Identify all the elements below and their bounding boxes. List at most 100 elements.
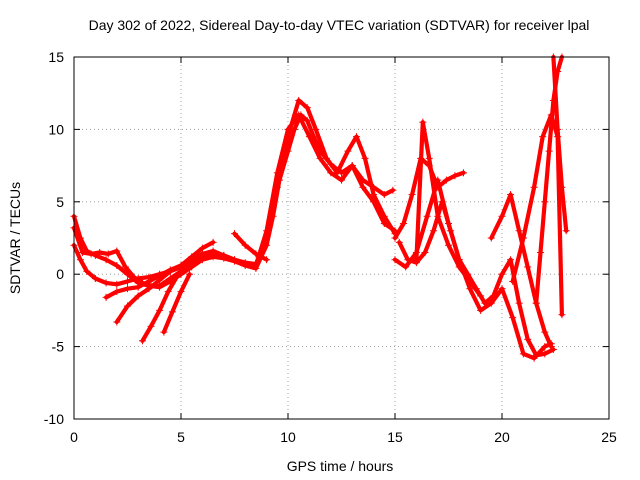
series-arc-16 — [551, 54, 569, 233]
data-point — [284, 125, 292, 133]
x-axis-label: GPS time / hours — [287, 458, 394, 474]
data-point — [498, 212, 506, 220]
data-point — [209, 250, 217, 258]
data-point — [442, 176, 450, 184]
data-point — [166, 275, 174, 283]
data-point — [263, 256, 271, 264]
x-tick-label: 0 — [70, 429, 78, 445]
data-point — [113, 280, 121, 288]
x-tick-label: 15 — [387, 429, 403, 445]
data-point — [303, 104, 311, 112]
data-point — [380, 191, 388, 199]
data-point — [186, 270, 194, 278]
data-point — [147, 322, 155, 330]
data-point — [327, 169, 335, 177]
data-point — [541, 350, 549, 358]
data-point — [400, 220, 408, 228]
data-point — [447, 227, 455, 235]
data-point — [344, 147, 352, 155]
series-arc-7 — [161, 272, 192, 335]
series-arc-10 — [392, 178, 554, 361]
data-point — [241, 260, 249, 268]
data-point — [524, 263, 532, 271]
data-point — [498, 270, 506, 278]
data-point — [380, 220, 388, 228]
y-axis-label: SDTVAR / TECUs — [7, 182, 23, 294]
data-point — [532, 351, 540, 359]
data-point — [113, 288, 121, 296]
data-point — [524, 335, 532, 343]
data-point — [338, 176, 345, 184]
series-arc-3 — [71, 112, 398, 287]
grid-lines — [74, 57, 609, 419]
data-point — [423, 212, 431, 220]
data-point — [459, 169, 467, 177]
data-point — [79, 248, 87, 256]
data-point — [91, 275, 99, 283]
data-point — [434, 176, 442, 184]
data-point — [156, 306, 164, 314]
y-tick-label: 10 — [48, 121, 64, 137]
data-point — [295, 111, 303, 119]
series-arc-6 — [140, 263, 188, 343]
data-point — [96, 248, 104, 256]
data-point — [352, 133, 360, 141]
data-point — [198, 250, 206, 258]
data-point — [519, 350, 527, 358]
data-point — [134, 275, 142, 283]
data-point — [404, 256, 412, 264]
data-point — [113, 247, 121, 255]
data-point — [263, 227, 271, 235]
data-point — [402, 263, 410, 271]
data-point — [537, 248, 545, 256]
data-point — [134, 283, 142, 291]
data-point — [558, 183, 566, 191]
data-point — [121, 263, 129, 271]
data-point — [438, 198, 446, 206]
y-tick-label: -5 — [52, 339, 65, 355]
data-point — [124, 285, 131, 293]
data-point — [445, 241, 452, 249]
data-point — [220, 251, 228, 259]
data-point — [519, 234, 527, 242]
data-point — [252, 250, 260, 258]
data-point — [487, 234, 495, 242]
data-point — [305, 133, 313, 141]
series-arc-5 — [103, 251, 205, 300]
data-point — [515, 299, 523, 307]
x-tick-label: 20 — [494, 429, 510, 445]
y-tick-label: -10 — [44, 411, 64, 427]
data-point — [391, 234, 399, 242]
data-point — [498, 285, 506, 293]
data-point — [509, 314, 517, 322]
data-point — [389, 186, 397, 194]
data-point — [477, 306, 485, 314]
y-tick-label: 0 — [56, 266, 64, 282]
data-point — [359, 183, 367, 191]
data-point — [76, 256, 84, 264]
data-point — [124, 277, 131, 285]
data-point — [316, 154, 324, 162]
data-point — [466, 277, 474, 285]
data-point — [477, 292, 485, 300]
data-point — [102, 256, 110, 264]
data-point — [419, 118, 427, 126]
data-point — [370, 198, 378, 206]
data-point — [455, 263, 463, 271]
data-point — [102, 279, 110, 287]
x-tick-label: 10 — [280, 429, 296, 445]
data-point — [241, 241, 249, 249]
data-point — [295, 96, 303, 104]
data-point — [530, 183, 538, 191]
data-point — [104, 250, 112, 258]
data-point — [507, 191, 515, 199]
data-point — [509, 277, 517, 285]
data-point — [173, 273, 181, 281]
series-arc-12 — [414, 120, 483, 298]
data-point — [370, 191, 378, 199]
data-point — [547, 343, 555, 351]
data-point — [124, 302, 131, 310]
data-point — [408, 191, 416, 199]
data-point — [181, 262, 189, 270]
